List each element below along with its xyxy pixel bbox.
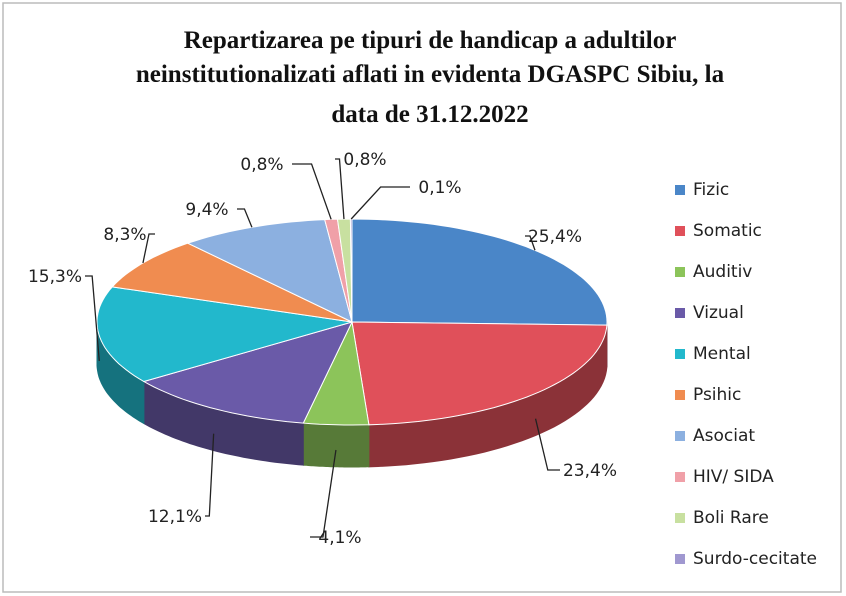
leader-line xyxy=(237,208,253,228)
legend-label: Mental xyxy=(693,344,751,364)
leader-line xyxy=(142,233,155,264)
pie-slice xyxy=(96,286,353,383)
legend-swatch xyxy=(675,431,685,441)
data-label: 0,8% xyxy=(240,155,283,175)
legend-swatch xyxy=(675,349,685,359)
pie-slice xyxy=(186,219,353,323)
data-label: 15,3% xyxy=(28,267,82,287)
legend-swatch xyxy=(675,390,685,400)
data-label: 12,1% xyxy=(148,507,202,527)
chart-title: data de 31.12.2022 xyxy=(331,101,528,128)
chart-title: neinstitutionalizati aflati in evidenta … xyxy=(136,61,725,88)
legend-label: Surdo-cecitate xyxy=(693,549,817,569)
legend-label: Fizic xyxy=(693,180,729,200)
data-label: 4,1% xyxy=(318,528,361,548)
legend-label: Vizual xyxy=(693,303,744,323)
legend-label: Asociat xyxy=(693,426,755,446)
pie-slice xyxy=(302,320,370,426)
slice-side xyxy=(302,422,370,468)
legend-label: Auditiv xyxy=(693,262,752,282)
legend-label: HIV/ SIDA xyxy=(693,467,774,487)
leader-line xyxy=(525,235,536,251)
legend-label: Psihic xyxy=(693,385,741,405)
legend-swatch xyxy=(675,308,685,318)
legend-swatch xyxy=(675,554,685,564)
leader-line xyxy=(205,433,215,517)
data-label: 25,4% xyxy=(528,227,582,247)
leader-line xyxy=(310,449,337,538)
data-label: 8,3% xyxy=(103,225,146,245)
leader-line xyxy=(534,418,560,471)
legend-swatch xyxy=(675,513,685,523)
pie-slice xyxy=(351,321,608,426)
leader-line xyxy=(85,275,100,362)
data-label: 0,1% xyxy=(418,178,461,198)
pie-slice xyxy=(351,218,608,326)
data-label: 23,4% xyxy=(563,461,617,481)
data-label: 9,4% xyxy=(185,200,228,220)
legend-swatch xyxy=(675,185,685,195)
legend-swatch xyxy=(675,472,685,482)
leader-line xyxy=(335,158,345,220)
legend-label: Somatic xyxy=(693,221,762,241)
chart-title: Repartizarea pe tipuri de handicap a adu… xyxy=(184,27,677,54)
leader-line xyxy=(350,186,410,220)
leader-line xyxy=(292,163,332,220)
pie-slice xyxy=(142,321,353,424)
legend-swatch xyxy=(675,267,685,277)
data-label: 0,8% xyxy=(343,150,386,170)
legend-label: Boli Rare xyxy=(693,508,769,528)
legend-swatch xyxy=(675,226,685,236)
